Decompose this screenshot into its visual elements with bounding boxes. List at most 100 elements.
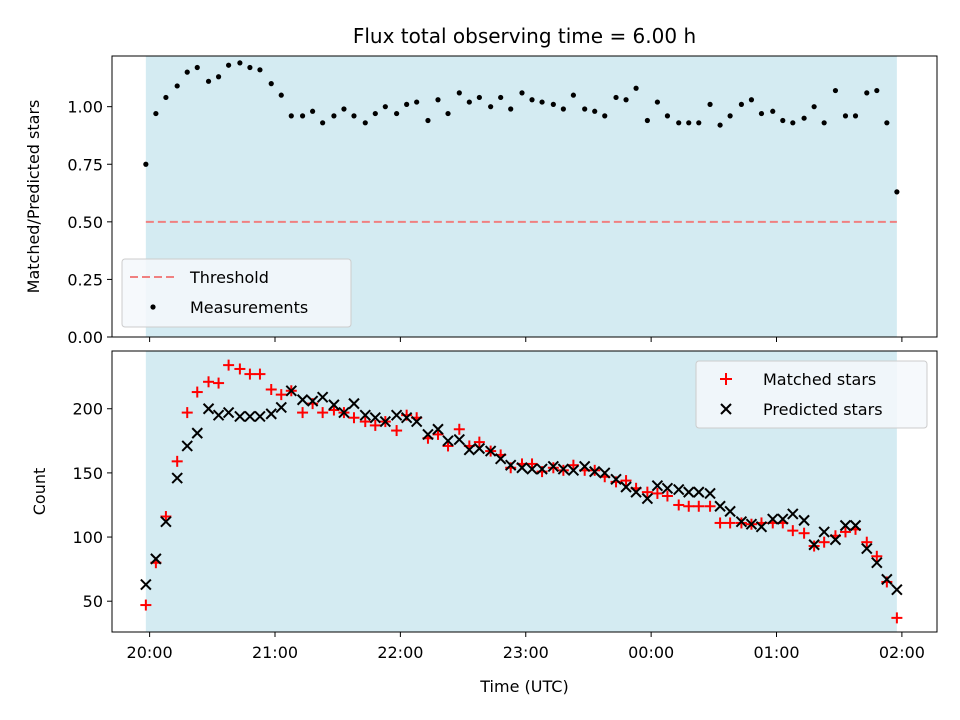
measurements-points <box>143 60 900 195</box>
top-legend-box <box>121 258 352 328</box>
measurement-point <box>602 113 608 119</box>
bottom-x-tick-label: 00:00 <box>628 643 674 662</box>
measurement-point <box>382 104 388 110</box>
chart-title: Flux total observing time = 6.00 h <box>353 24 696 48</box>
predicted-star-point <box>673 483 685 496</box>
measurement-point <box>362 120 368 126</box>
predicted-star-point <box>661 482 674 494</box>
matched-star-point <box>714 517 726 529</box>
matched-star-point <box>171 455 183 467</box>
measurement-point <box>770 108 776 114</box>
matched-star-point <box>453 423 465 435</box>
measurement-point <box>519 90 525 96</box>
top-y-tick-label: 0.00 <box>67 328 103 347</box>
predicted-star-point <box>871 557 883 569</box>
predicted-star-point <box>777 513 789 525</box>
measurement-point <box>508 106 514 112</box>
predicted-star-point <box>735 515 748 528</box>
predicted-star-point <box>641 492 654 505</box>
measurement-point <box>560 106 566 112</box>
measurement-point <box>331 113 337 119</box>
matched-star-point <box>641 486 653 498</box>
predicted-star-point <box>453 433 466 446</box>
predicted-star-point <box>798 514 810 527</box>
measurement-point <box>686 120 692 126</box>
top-y-axis-label: Matched/Predicted stars <box>24 100 43 294</box>
predicted-star-point <box>818 526 830 538</box>
predicted-star-point <box>150 553 162 565</box>
measurement-point <box>654 99 661 105</box>
measurement-point <box>758 110 765 117</box>
measurement-point <box>852 113 859 119</box>
predicted-star-point <box>651 480 664 492</box>
legend-measurements-label: Measurements <box>190 298 308 317</box>
predicted-stars-points <box>140 385 903 596</box>
predicted-star-point <box>755 521 768 533</box>
measurement-point <box>613 94 619 101</box>
measurement-point <box>864 90 870 96</box>
x-axis-label: Time (UTC) <box>479 677 568 696</box>
predicted-star-point <box>202 403 215 415</box>
measurement-point <box>288 113 294 119</box>
predicted-star-point <box>140 578 152 591</box>
measurement-point <box>268 81 274 87</box>
matched-star-point <box>818 536 830 548</box>
matched-star-point <box>661 490 673 502</box>
measurement-point <box>811 104 817 110</box>
predicted-star-point <box>693 486 705 498</box>
matched-star-point <box>140 599 152 611</box>
measurement-point <box>696 120 702 126</box>
measurement-point <box>664 113 671 119</box>
measurement-point <box>247 64 253 71</box>
measurement-point <box>320 120 326 126</box>
measurement-point <box>644 117 650 124</box>
measurement-point <box>727 113 733 119</box>
matched-star-point <box>683 500 695 512</box>
measurement-point <box>278 92 284 98</box>
measurement-point <box>748 97 755 103</box>
predicted-star-point <box>160 515 172 528</box>
predicted-star-point <box>244 410 256 423</box>
matched-star-point <box>432 428 444 440</box>
matched-star-point <box>724 517 736 529</box>
predicted-star-point <box>181 440 193 452</box>
predicted-star-point <box>316 391 329 403</box>
matched-star-point <box>704 500 716 512</box>
predicted-star-point <box>714 500 726 512</box>
predicted-star-point <box>390 409 403 421</box>
measurement-point <box>456 90 462 96</box>
predicted-star-point <box>547 460 560 473</box>
measurement-point <box>894 189 900 195</box>
bottom-axes-frame <box>111 350 938 633</box>
predicted-star-point <box>400 412 413 424</box>
predicted-star-point <box>881 573 893 586</box>
legend-predicted-label: Predicted stars <box>763 400 883 419</box>
legend-predicted-swatch <box>720 403 732 415</box>
predicted-star-point <box>589 465 601 478</box>
predicted-star-point <box>212 409 225 421</box>
predicted-star-point <box>683 486 695 498</box>
measurement-point <box>143 161 149 167</box>
predicted-star-point <box>234 410 246 423</box>
measurement-point <box>801 115 807 121</box>
measurement-point <box>738 101 745 107</box>
measurement-point <box>821 120 827 126</box>
predicted-star-point <box>484 445 497 457</box>
predicted-star-point <box>463 444 476 456</box>
predicted-star-point <box>348 397 360 410</box>
bottom-legend-box <box>695 360 928 429</box>
predicted-star-point <box>338 406 350 419</box>
bottom-x-tick-label: 20:00 <box>127 643 173 662</box>
measurement-point <box>257 67 263 73</box>
matched-star-point <box>871 550 883 562</box>
predicted-star-point <box>567 464 580 477</box>
matched-star-point <box>213 377 225 389</box>
predicted-star-point <box>222 406 235 419</box>
measurement-point <box>372 110 378 117</box>
matched-star-point <box>317 407 329 419</box>
measurement-point <box>790 120 796 126</box>
measurement-point <box>498 94 504 101</box>
measurement-point <box>205 78 212 84</box>
predicted-star-point <box>861 542 873 555</box>
